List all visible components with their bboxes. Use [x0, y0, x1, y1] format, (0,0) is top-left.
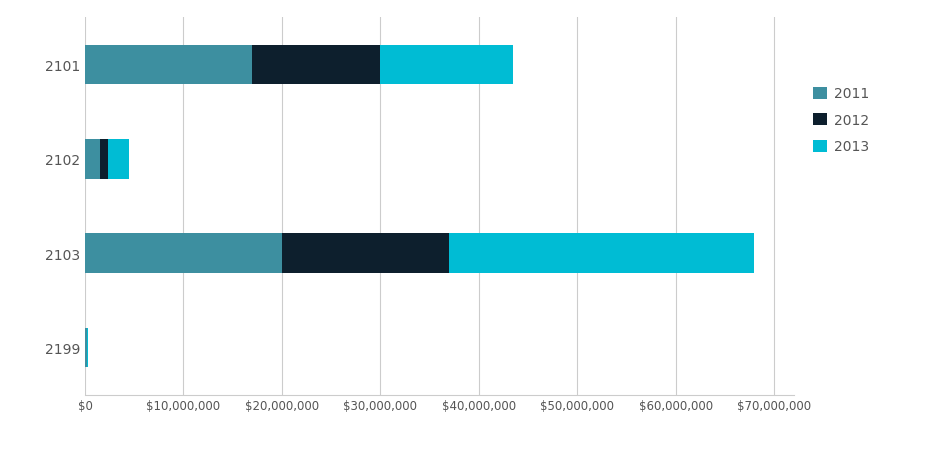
Bar	[85, 140, 100, 179]
Bar	[379, 45, 513, 85]
Bar	[85, 234, 281, 274]
Bar	[85, 45, 252, 85]
Bar	[100, 140, 108, 179]
Bar	[87, 328, 88, 368]
Bar	[85, 328, 87, 368]
Bar	[252, 45, 379, 85]
Bar	[108, 140, 129, 179]
Bar	[448, 234, 753, 274]
Legend: 2011, 2012, 2013: 2011, 2012, 2013	[807, 82, 874, 160]
Bar	[281, 234, 448, 274]
